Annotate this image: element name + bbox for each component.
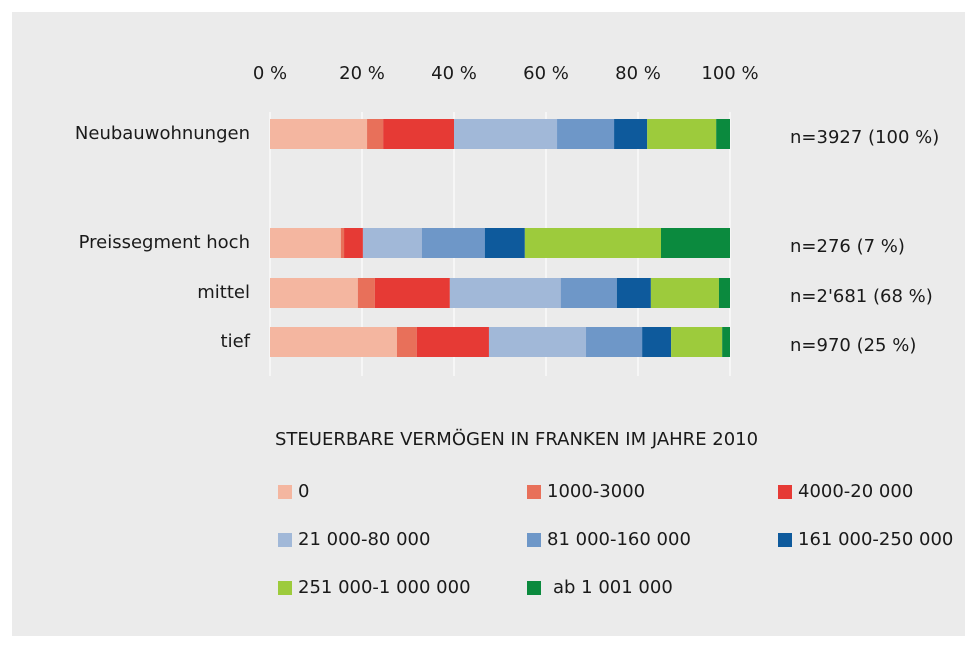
bar-segment xyxy=(557,119,615,149)
bar-segment xyxy=(560,278,617,308)
annotation: n=3927 (100 %) xyxy=(790,127,939,148)
category-label: Neubauwohnungen xyxy=(75,123,250,144)
legend-swatch xyxy=(527,533,541,547)
bar-segment xyxy=(716,119,730,149)
x-tick-label: 40 % xyxy=(431,63,477,84)
category-label: mittel xyxy=(197,282,250,303)
x-tick-label: 0 % xyxy=(253,63,287,84)
bar-segment xyxy=(647,119,717,149)
bar-segment xyxy=(524,228,661,258)
panel xyxy=(12,12,965,636)
legend-swatch xyxy=(778,533,792,547)
bar-segment xyxy=(484,228,525,258)
annotation: n=276 (7 %) xyxy=(790,236,905,257)
bar-segment xyxy=(616,278,651,308)
bar-segment xyxy=(671,327,723,357)
legend-swatch xyxy=(527,485,541,499)
legend-title: STEUERBARE VERMÖGEN IN FRANKEN IM JAHRE … xyxy=(275,428,758,450)
bar-segment xyxy=(488,327,587,357)
x-tick-label: 20 % xyxy=(339,63,385,84)
annotation: n=2'681 (68 %) xyxy=(790,286,933,307)
legend-label: 161 000-250 000 xyxy=(798,529,953,550)
bar-segment xyxy=(661,228,730,258)
bar-segment xyxy=(586,327,643,357)
bar-segment xyxy=(718,278,730,308)
bar-segment xyxy=(396,327,417,357)
bar-segment xyxy=(416,327,489,357)
legend-swatch xyxy=(778,485,792,499)
legend-label: 1000-3000 xyxy=(547,481,645,502)
legend-label: 4000-20 000 xyxy=(798,481,913,502)
bar-segment xyxy=(421,228,485,258)
bar-segment xyxy=(650,278,719,308)
x-tick-label: 60 % xyxy=(523,63,569,84)
bar-segment xyxy=(362,228,422,258)
legend-label: 81 000-160 000 xyxy=(547,529,691,550)
bar-segment xyxy=(357,278,375,308)
legend-swatch xyxy=(278,485,292,499)
legend-label: 251 000-1 000 000 xyxy=(298,577,471,598)
category-label: Preissegment hoch xyxy=(79,232,250,253)
legend-swatch xyxy=(527,581,541,595)
bar-segment xyxy=(270,119,368,149)
bar-segment xyxy=(270,278,358,308)
bar-segment xyxy=(642,327,672,357)
legend-label: ab 1 001 000 xyxy=(553,577,673,598)
x-tick-label: 100 % xyxy=(701,63,758,84)
bar-segment xyxy=(722,327,730,357)
bar-segment xyxy=(270,327,397,357)
legend-label: 21 000-80 000 xyxy=(298,529,430,550)
annotation: n=970 (25 %) xyxy=(790,335,916,356)
bar-segment xyxy=(614,119,648,149)
legend-swatch xyxy=(278,581,292,595)
bar-segment xyxy=(449,278,561,308)
bar-segment xyxy=(383,119,454,149)
bar-segment xyxy=(367,119,384,149)
bar-segment xyxy=(454,119,558,149)
bar-segment xyxy=(340,228,345,258)
bar-segment xyxy=(374,278,450,308)
legend-swatch xyxy=(278,533,292,547)
category-label: tief xyxy=(221,331,251,352)
bar-segment xyxy=(344,228,363,258)
x-tick-label: 80 % xyxy=(615,63,661,84)
bar-segment xyxy=(270,228,341,258)
legend-label: 0 xyxy=(298,481,309,502)
